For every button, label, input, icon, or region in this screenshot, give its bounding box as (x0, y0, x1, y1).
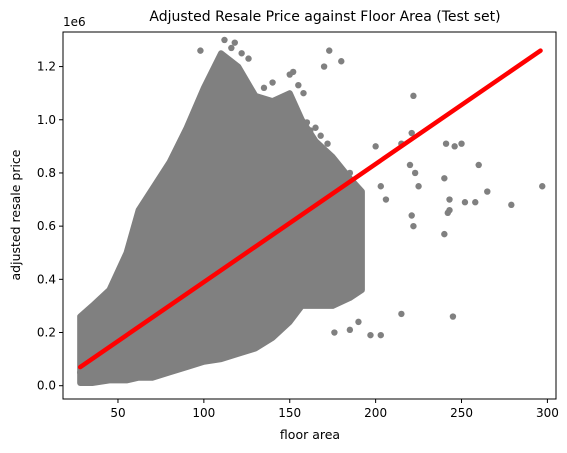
x-tick-label: 300 (536, 406, 559, 420)
scatter-point (312, 124, 319, 131)
scatter-point (372, 143, 379, 150)
scatter-point (367, 331, 374, 339)
y-tick-label: 0.6 (37, 219, 56, 233)
scatter-point (441, 230, 448, 238)
scatter-point (320, 63, 328, 70)
scatter-point (406, 161, 414, 169)
x-tick-label: 50 (110, 406, 125, 420)
x-tick-label: 250 (450, 406, 473, 420)
scatter-point (461, 199, 469, 206)
scatter-point (351, 183, 359, 190)
fit-line (77, 48, 543, 370)
y-tick-label: 0.4 (37, 272, 56, 286)
scatter-point (83, 316, 91, 323)
chart-title: Adjusted Resale Price against Floor Area… (149, 9, 500, 25)
scatter-point (269, 79, 276, 86)
scatter-point (295, 81, 302, 89)
x-tick-label: 200 (364, 406, 387, 420)
x-axis-label: floor area (280, 427, 340, 442)
scatter-point (346, 169, 354, 177)
scatter-point (408, 212, 415, 219)
x-tick-label: 100 (192, 406, 215, 420)
scatter-point (212, 63, 220, 70)
scatter-point (307, 127, 314, 134)
scatter-point (221, 36, 228, 44)
scatter-point (329, 175, 336, 182)
scatter-point (442, 140, 450, 147)
scatter-point (78, 377, 86, 384)
scatter-point (231, 39, 238, 46)
y-axis-offset-label: 1e6 (63, 15, 86, 29)
scatter-point (355, 318, 362, 326)
scatter-point (245, 55, 252, 62)
scatter-point (85, 310, 92, 318)
scatter-point (377, 183, 384, 190)
scatter-point (410, 92, 417, 100)
scatter-point (76, 369, 84, 376)
scatter-point (346, 326, 354, 334)
scatter-point (89, 305, 96, 312)
scatter-dense-band (77, 50, 365, 387)
scatter-point (475, 161, 482, 169)
y-tick-label: 1.2 (37, 60, 56, 74)
scatter-point (415, 183, 422, 190)
scatter-point (446, 206, 453, 214)
scatter-point (484, 188, 491, 195)
y-tick-label: 1.0 (37, 113, 56, 127)
scatter-point (508, 201, 515, 209)
scatter-point (338, 58, 345, 65)
plot-frame (62, 31, 557, 400)
scatter-point (303, 119, 311, 126)
x-axis: 50 100 150 200 250 300 (110, 399, 559, 420)
scatter-point (300, 89, 307, 97)
scatter-point (82, 321, 89, 328)
scatter-point (238, 50, 245, 57)
scatter-point (382, 196, 390, 203)
scatter-point (451, 143, 458, 150)
scatter-point (377, 331, 384, 339)
y-tick-label: 0.2 (37, 326, 56, 340)
scatter-point (289, 68, 297, 76)
y-tick-label: 0.8 (37, 166, 56, 180)
scatter-point (441, 175, 448, 182)
plot-area (76, 36, 546, 387)
scatter-point (410, 222, 417, 230)
scatter-point (228, 44, 235, 52)
y-axis-label: adjusted resale price (8, 149, 23, 280)
scatter-point (539, 183, 546, 190)
scatter-point (331, 329, 338, 336)
scatter-point (317, 132, 324, 139)
scatter-point (343, 201, 350, 209)
scatter-point (197, 47, 204, 54)
scatter-point (472, 199, 479, 206)
scatter-point (334, 161, 342, 169)
y-tick-label: 0.0 (37, 379, 56, 393)
scatter-point (411, 169, 419, 177)
scatter-point (324, 140, 331, 147)
scatter-point (320, 172, 328, 179)
scatter-point (449, 313, 457, 320)
scatter-point (260, 84, 268, 92)
scatter-point (458, 140, 465, 147)
scatter-point (398, 310, 405, 318)
scatter-point (334, 196, 342, 203)
scatter-point (446, 196, 453, 203)
scatter-point (408, 129, 415, 137)
y-axis: 0.0 0.2 0.4 0.6 0.8 1.0 1.2 (37, 60, 63, 393)
x-tick-label: 150 (278, 406, 301, 420)
scatter-point (326, 47, 333, 54)
